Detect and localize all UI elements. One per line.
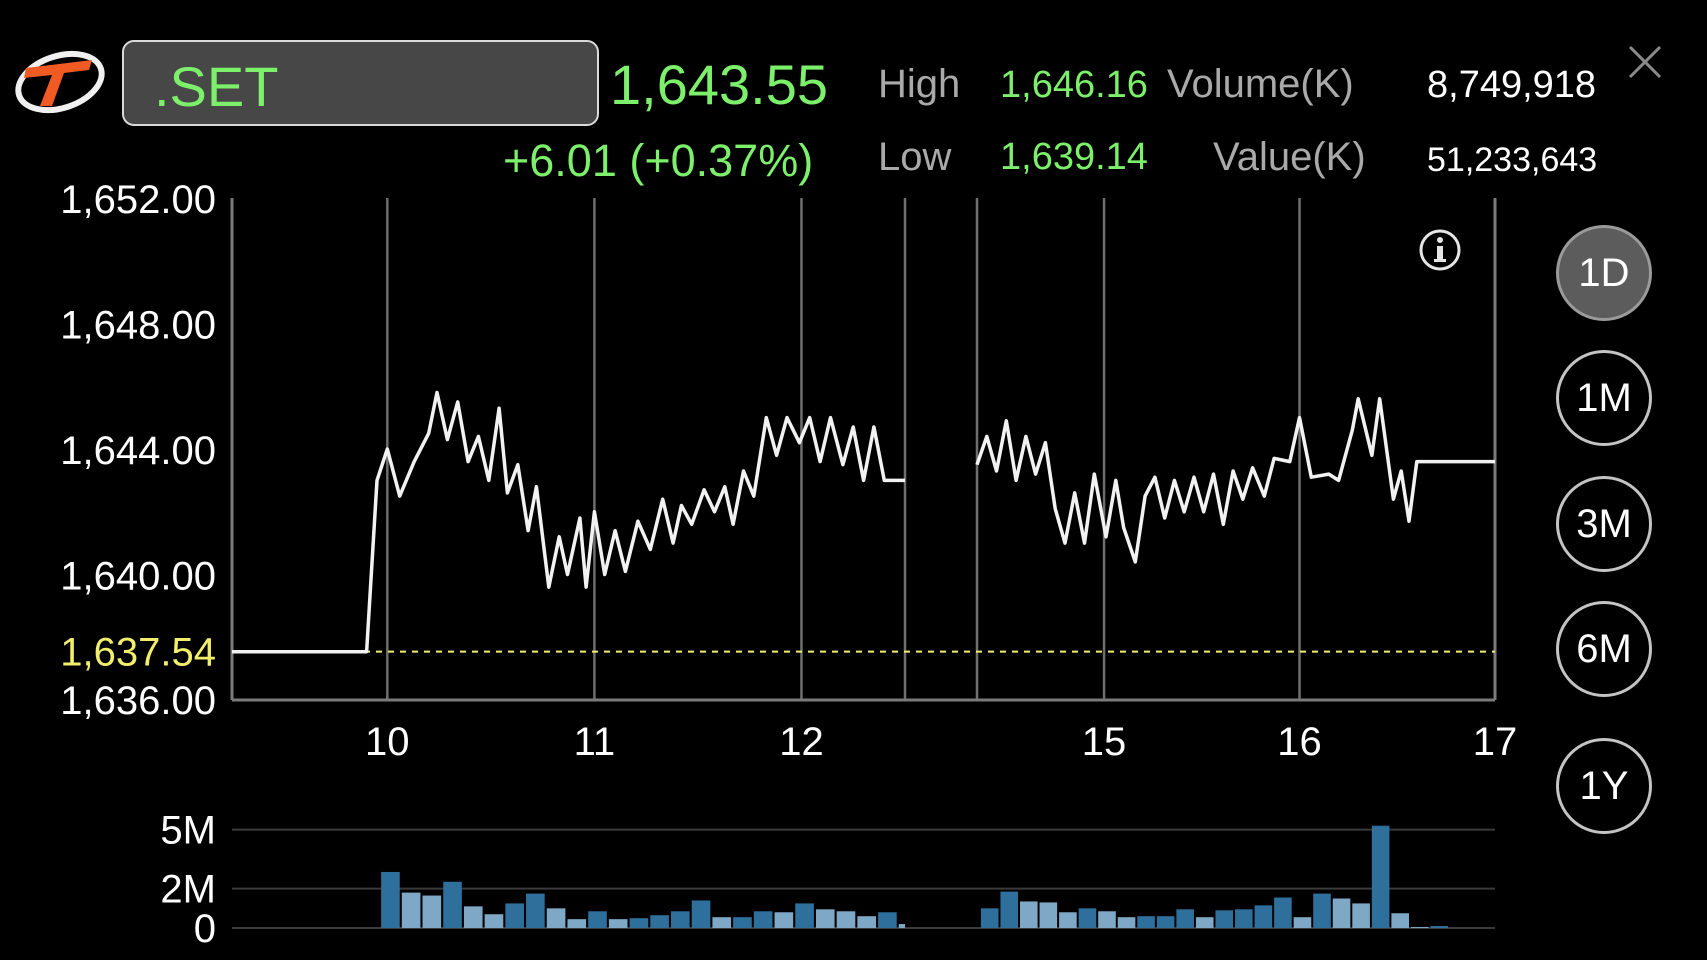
- value-value: 51,233,643: [1427, 141, 1598, 179]
- volume-bar: [691, 900, 711, 928]
- volume-bar: [1332, 898, 1351, 928]
- broker-logo: [15, 50, 105, 114]
- last-price: 1,643.55: [610, 53, 828, 116]
- volume-bar: [836, 911, 856, 928]
- x-tick-label: 15: [1082, 720, 1127, 764]
- volume-bar: [898, 924, 905, 928]
- symbol-text: .SET: [154, 55, 279, 118]
- volume-bar: [1235, 909, 1253, 928]
- volume-bar: [795, 903, 814, 928]
- volume-bar: [712, 917, 732, 928]
- volume-bar: [1215, 910, 1234, 928]
- volume-bar: [1313, 893, 1331, 928]
- price-change: +6.01 (+0.37%): [503, 135, 814, 186]
- price-line: [975, 397, 1495, 564]
- volume-bar: [1430, 926, 1449, 928]
- volume-bar: [1000, 891, 1019, 928]
- volume-bar: [1117, 917, 1136, 928]
- volume-bar: [1156, 916, 1175, 928]
- volume-bar: [505, 903, 524, 928]
- volume-y-tick-label: 0: [194, 907, 216, 951]
- volume-bar: [1371, 825, 1390, 928]
- volume-bar: [1352, 903, 1370, 928]
- volume-bar: [484, 914, 504, 928]
- volume-bar: [815, 909, 835, 928]
- volume-bar: [980, 908, 999, 928]
- value-label: Value(K): [1213, 135, 1366, 179]
- volume-bar: [526, 893, 545, 928]
- volume-bar: [443, 881, 462, 928]
- volume-bar: [774, 912, 794, 928]
- volume-label: Volume(K): [1167, 62, 1354, 106]
- volume-bar: [1410, 927, 1429, 928]
- volume-y-tick-label: 5M: [160, 809, 216, 853]
- volume-bar: [753, 911, 773, 928]
- period-6m-button[interactable]: 6M: [1556, 601, 1652, 697]
- volume-bar: [1254, 905, 1273, 928]
- volume-bar: [1137, 916, 1155, 928]
- volume-bar: [608, 919, 628, 928]
- period-3m-button[interactable]: 3M: [1556, 476, 1652, 572]
- volume-bar: [1020, 901, 1038, 928]
- volume-bar: [381, 871, 400, 928]
- x-tick-label: 10: [365, 720, 410, 764]
- x-tick-label: 12: [779, 720, 824, 764]
- y-tick-label: 1,636.00: [60, 679, 216, 723]
- volume-bar: [1059, 912, 1077, 928]
- high-value: 1,646.16: [1000, 64, 1148, 106]
- volume-bar: [463, 906, 483, 928]
- x-tick-label: 16: [1277, 720, 1322, 764]
- period-1m-button[interactable]: 1M: [1556, 350, 1652, 446]
- volume-bar: [401, 892, 421, 928]
- volume-bar: [546, 908, 566, 928]
- y-tick-label: 1,648.00: [60, 304, 216, 348]
- volume-bar: [588, 911, 607, 928]
- volume-bar: [1039, 902, 1058, 928]
- volume-bar: [629, 918, 649, 928]
- price-line: [232, 390, 905, 654]
- volume-bar: [422, 895, 442, 928]
- symbol-input[interactable]: .SET: [122, 40, 599, 126]
- close-icon[interactable]: [1627, 44, 1663, 80]
- volume-bar: [1195, 917, 1214, 928]
- period-1d-button[interactable]: 1D: [1556, 225, 1652, 321]
- volume-bar: [1078, 908, 1097, 928]
- volume-bar: [671, 911, 690, 928]
- high-label: High: [878, 62, 961, 106]
- y-tick-label: 1,652.00: [60, 178, 216, 222]
- volume-bar: [567, 919, 587, 928]
- volume-bar: [1176, 909, 1194, 928]
- volume-y-tick-label: 2M: [160, 868, 216, 912]
- volume-bar: [650, 915, 669, 928]
- x-tick-label: 11: [574, 720, 616, 764]
- volume-bar: [1391, 913, 1409, 928]
- volume-bar: [857, 916, 877, 928]
- y-tick-label: 1,644.00: [60, 429, 216, 473]
- volume-value: 8,749,918: [1427, 64, 1597, 106]
- info-icon[interactable]: [1418, 228, 1462, 272]
- volume-bar: [1274, 897, 1292, 928]
- period-1y-button[interactable]: 1Y: [1556, 738, 1652, 834]
- volume-bar: [878, 912, 897, 928]
- low-value: 1,639.14: [1000, 136, 1148, 178]
- prev-close-label: 1,637.54: [60, 631, 216, 675]
- volume-bar: [1293, 917, 1312, 928]
- y-tick-label: 1,640.00: [60, 555, 216, 599]
- volume-bar: [1098, 911, 1116, 928]
- x-tick-label: 17: [1473, 720, 1518, 764]
- volume-bar: [733, 917, 752, 928]
- low-label: Low: [878, 135, 952, 179]
